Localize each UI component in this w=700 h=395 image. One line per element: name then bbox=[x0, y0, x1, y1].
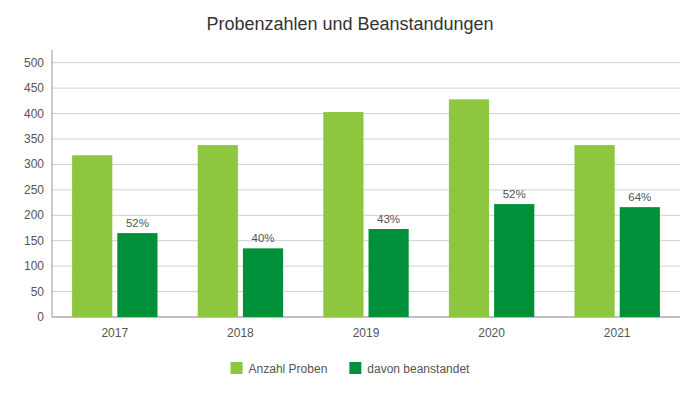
bars bbox=[72, 99, 660, 317]
y-tick-label: 250 bbox=[24, 183, 44, 197]
legend-swatch bbox=[349, 362, 361, 374]
bar bbox=[494, 204, 534, 317]
x-tick-label: 2021 bbox=[604, 326, 631, 340]
bar bbox=[72, 155, 112, 317]
y-axis-line bbox=[52, 50, 53, 317]
y-tick-label: 0 bbox=[37, 310, 44, 324]
x-tick-label: 2020 bbox=[478, 326, 505, 340]
y-tick-label: 300 bbox=[24, 157, 44, 171]
x-tick-label: 2018 bbox=[227, 326, 254, 340]
grid-line bbox=[52, 88, 680, 89]
bar bbox=[117, 233, 157, 317]
y-tick-label: 50 bbox=[31, 285, 45, 299]
bar-annotation: 52% bbox=[126, 217, 149, 229]
y-tick-label: 450 bbox=[24, 81, 44, 95]
y-tick-label: 200 bbox=[24, 208, 44, 222]
x-tick-label: 2019 bbox=[353, 326, 380, 340]
legend: Anzahl Proben davon beanstandet bbox=[231, 362, 470, 376]
y-tick-label: 400 bbox=[24, 107, 44, 121]
grid bbox=[52, 63, 680, 317]
bar bbox=[449, 99, 489, 317]
bar bbox=[369, 229, 409, 317]
bar-annotation: 52% bbox=[503, 188, 526, 200]
bar bbox=[620, 207, 660, 317]
bar-annotation: 40% bbox=[251, 232, 274, 244]
bar bbox=[574, 145, 614, 317]
bar bbox=[323, 112, 363, 317]
y-tick-label: 150 bbox=[24, 234, 44, 248]
legend-item: Anzahl Proben bbox=[231, 362, 328, 376]
x-tick-label: 2017 bbox=[101, 326, 128, 340]
chart: Probenzahlen und Beanstandungen 0 50 100 150… bbox=[0, 0, 700, 395]
title: Probenzahlen und Beanstandungen bbox=[206, 14, 493, 34]
y-tick-label: 350 bbox=[24, 132, 44, 146]
legend-swatch bbox=[231, 362, 243, 374]
grid-line bbox=[52, 139, 680, 140]
grid-line bbox=[52, 62, 680, 63]
y-tick-label: 500 bbox=[24, 56, 44, 70]
bar bbox=[243, 248, 283, 317]
bar-annotation: 64% bbox=[628, 191, 651, 203]
bar-annotation: 43% bbox=[377, 213, 400, 225]
grid-line bbox=[52, 113, 680, 114]
bar bbox=[198, 145, 238, 317]
legend-label: Anzahl Proben bbox=[249, 362, 328, 376]
y-tick-label: 100 bbox=[24, 259, 44, 273]
legend-item: davon beanstandet bbox=[349, 362, 470, 376]
chart-container: Probenzahlen und Beanstandungen 0 50 100 150… bbox=[0, 0, 700, 395]
legend-label: davon beanstandet bbox=[367, 362, 470, 376]
